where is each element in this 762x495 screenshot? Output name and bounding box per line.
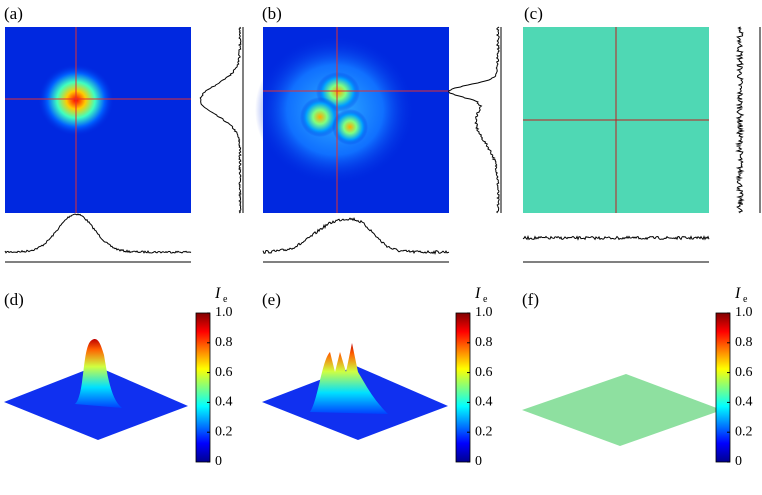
colorbar-tick-label: 0.2 <box>475 424 493 439</box>
panel-label: (b) <box>262 4 282 23</box>
profile <box>4 213 192 254</box>
colorbar-subscript: e <box>223 294 228 305</box>
colorbar-tick-label: 0.6 <box>215 365 233 380</box>
colorbar-tick-label: 1.0 <box>475 305 493 320</box>
panel-label: (a) <box>4 4 23 23</box>
panel-label: (d) <box>4 290 24 309</box>
colorbar-tick-label: 0.2 <box>735 424 753 439</box>
colorbar-tick-label: 0.6 <box>735 365 753 380</box>
colorbar-tick-label: 1.0 <box>735 305 753 320</box>
colorbar <box>195 312 211 463</box>
panel-label: (c) <box>524 4 543 23</box>
surface-peak <box>75 339 122 408</box>
colorbar <box>715 312 731 463</box>
colorbar-tick-label: 0.8 <box>215 335 233 350</box>
colorbar-subscript: e <box>483 294 488 305</box>
colorbar-tick-label: 0 <box>475 454 482 469</box>
profile <box>448 26 500 214</box>
colorbar-tick-label: 0 <box>735 454 742 469</box>
surface-peak <box>310 343 388 414</box>
colorbar-tick-label: 0.2 <box>215 424 233 439</box>
colorbar-subscript: e <box>743 294 748 305</box>
colorbar-tick-label: 0.8 <box>735 335 753 350</box>
beam-spot <box>332 109 368 145</box>
colorbar <box>455 312 471 463</box>
colorbar-tick-label: 0.6 <box>475 365 493 380</box>
colorbar-title: I <box>734 285 741 302</box>
colorbar-tick-label: 0.4 <box>735 395 753 410</box>
colorbar-title: I <box>214 285 221 302</box>
colorbar-tick-label: 0.4 <box>215 395 233 410</box>
colorbar-tick-label: 0.4 <box>475 395 493 410</box>
beam-spot <box>300 97 340 137</box>
colorbar-tick-label: 1.0 <box>215 305 233 320</box>
panel-label: (e) <box>262 290 281 309</box>
colorbar-tick-label: 0.8 <box>475 335 493 350</box>
surface-base <box>522 374 722 446</box>
colorbar-tick-label: 0 <box>215 454 222 469</box>
colorbar-title: I <box>474 285 481 302</box>
profile <box>199 26 242 214</box>
profile <box>522 234 710 241</box>
panel-label: (f) <box>522 290 539 309</box>
profile <box>735 26 745 214</box>
profile <box>262 217 450 255</box>
